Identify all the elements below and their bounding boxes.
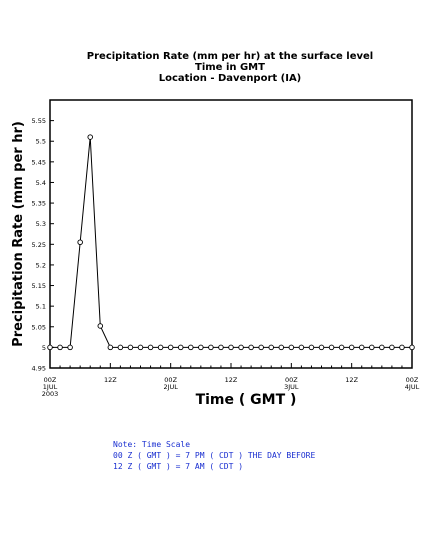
y-axis: 4.95 5 5.05 5.1 5.15 5.2 5.25 5.3 5.35 5.4 5.45 5.5… bbox=[32, 117, 54, 373]
x-tick-label: 3JUL bbox=[284, 383, 299, 391]
x-tick-label: 00Z bbox=[406, 376, 419, 384]
x-axis-label: Time ( GMT ) bbox=[196, 392, 297, 408]
data-point bbox=[97, 323, 104, 329]
data-point bbox=[208, 344, 214, 351]
data-point bbox=[298, 344, 305, 351]
data-point bbox=[409, 344, 415, 351]
y-tick-label: 5.45 bbox=[32, 158, 46, 166]
x-tick-label: 12Z bbox=[104, 376, 117, 384]
data-point bbox=[218, 344, 224, 351]
data-point bbox=[177, 344, 184, 351]
data-point bbox=[238, 344, 244, 351]
note-line: 12 Z ( GMT ) = 7 AM ( CDT ) bbox=[113, 462, 244, 471]
series-line bbox=[50, 137, 412, 348]
data-point bbox=[268, 344, 274, 351]
x-tick-label: 12Z bbox=[225, 376, 238, 384]
y-tick-label: 5.35 bbox=[32, 200, 46, 208]
data-point bbox=[188, 344, 194, 351]
y-tick-label: 5.5 bbox=[36, 138, 46, 146]
y-tick-label: 5.55 bbox=[32, 117, 46, 125]
y-tick-label: 5.1 bbox=[36, 303, 46, 311]
data-point bbox=[338, 344, 345, 351]
x-tick-label: 2JUL bbox=[163, 383, 178, 391]
data-point bbox=[67, 344, 73, 351]
data-point bbox=[167, 344, 174, 351]
chart-title: Precipitation Rate (mm per hr) at the su… bbox=[86, 51, 374, 62]
note-line: Note: Time Scale bbox=[113, 440, 191, 449]
x-tick-label: 00Z bbox=[164, 376, 177, 384]
y-tick-label: 5.05 bbox=[32, 323, 46, 331]
data-point bbox=[389, 344, 395, 351]
y-tick-label: 5.3 bbox=[36, 220, 46, 228]
data-point bbox=[137, 344, 144, 351]
data-point bbox=[278, 344, 285, 351]
x-tick-label: 2003 bbox=[42, 390, 59, 398]
y-tick-label: 4.95 bbox=[32, 365, 46, 373]
data-point bbox=[379, 344, 385, 351]
x-tick-label: 12Z bbox=[345, 376, 358, 384]
data-point bbox=[198, 344, 204, 351]
y-tick-label: 5.4 bbox=[36, 179, 46, 187]
chart-subtitle-time: Time in GMT bbox=[195, 62, 265, 73]
data-point bbox=[127, 344, 134, 351]
note-line: 00 Z ( GMT ) = 7 PM ( CDT ) THE DAY BEFO… bbox=[113, 451, 316, 460]
y-tick-label: 5 bbox=[42, 344, 46, 352]
data-point bbox=[328, 344, 335, 351]
series-points bbox=[47, 134, 415, 351]
y-tick-label: 5.15 bbox=[32, 282, 46, 290]
data-point bbox=[248, 344, 254, 351]
x-tick-label: 00Z bbox=[285, 376, 298, 384]
data-point bbox=[348, 344, 355, 351]
y-tick-label: 5.25 bbox=[32, 241, 46, 249]
x-tick-label: 1JUL bbox=[43, 383, 58, 391]
data-point bbox=[77, 239, 83, 245]
data-point bbox=[399, 344, 405, 351]
data-point bbox=[147, 344, 154, 351]
chart-subtitle-location: Location - Davenport (IA) bbox=[158, 73, 302, 84]
time-scale-note: Note: Time Scale 00 Z ( GMT ) = 7 PM ( C… bbox=[113, 439, 315, 472]
y-tick-label: 5.2 bbox=[36, 261, 46, 269]
data-point bbox=[47, 344, 53, 351]
data-point bbox=[107, 344, 114, 351]
y-axis-label: Precipitation Rate (mm per hr) bbox=[11, 121, 26, 347]
data-point bbox=[318, 344, 325, 351]
data-point bbox=[57, 344, 63, 351]
data-point bbox=[117, 344, 124, 351]
data-point bbox=[358, 344, 365, 351]
data-point bbox=[228, 344, 234, 351]
data-point bbox=[308, 344, 315, 351]
data-point bbox=[288, 344, 295, 351]
data-point bbox=[87, 134, 93, 140]
data-point bbox=[157, 344, 164, 351]
plot-frame bbox=[49, 99, 413, 369]
data-point bbox=[258, 344, 264, 351]
x-tick-label: 4JUL bbox=[405, 383, 420, 391]
data-point bbox=[369, 344, 375, 351]
x-tick-label: 00Z bbox=[44, 376, 57, 384]
